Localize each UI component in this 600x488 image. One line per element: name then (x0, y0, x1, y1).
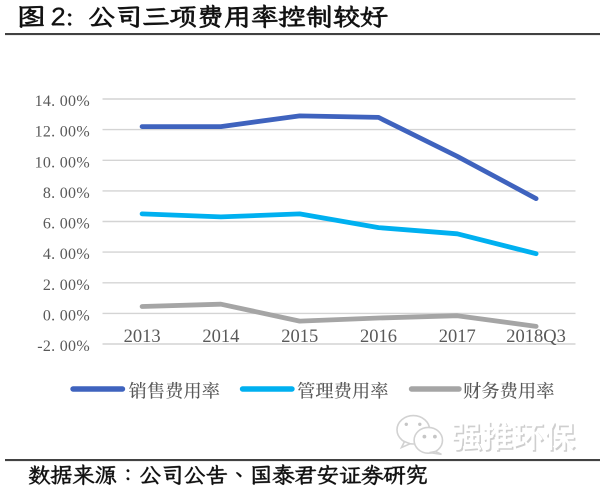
svg-text:8. 00%: 8. 00% (43, 185, 90, 202)
svg-text:2015: 2015 (281, 327, 318, 347)
svg-text:2016: 2016 (360, 327, 397, 347)
svg-text:2017: 2017 (439, 327, 476, 347)
svg-text:14. 00%: 14. 00% (35, 93, 90, 110)
svg-text:12. 00%: 12. 00% (35, 124, 90, 141)
svg-text:2013: 2013 (124, 327, 161, 347)
svg-text:6. 00%: 6. 00% (43, 216, 90, 233)
svg-text:4. 00%: 4. 00% (43, 246, 90, 263)
svg-text:2014: 2014 (202, 327, 239, 347)
svg-text:-2. 00%: -2. 00% (37, 338, 90, 355)
svg-text:0. 00%: 0. 00% (43, 307, 90, 324)
svg-text:10. 00%: 10. 00% (35, 154, 90, 171)
svg-text:2. 00%: 2. 00% (43, 277, 90, 294)
svg-text:2018Q3: 2018Q3 (506, 327, 566, 347)
